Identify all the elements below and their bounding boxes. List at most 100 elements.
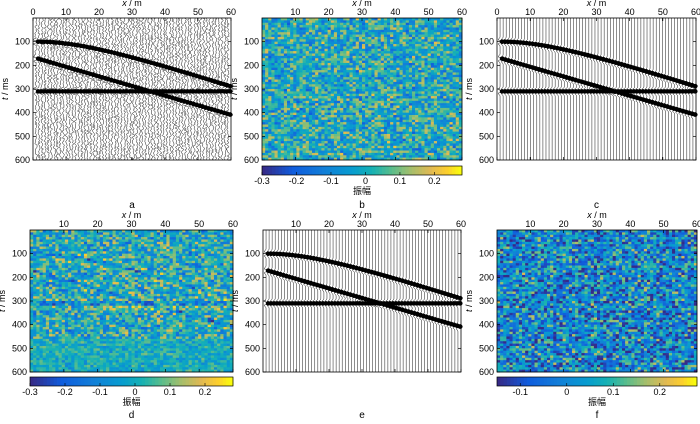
colorbar-tick-label: 0.1 xyxy=(394,176,407,186)
panel-d-xtick-label: 50 xyxy=(194,219,204,229)
panel-a-xtick-label: 0 xyxy=(30,7,35,17)
panel-f-xlabel: x / m xyxy=(586,210,607,220)
panel-c-xtick-label: 60 xyxy=(691,7,700,17)
colorbar-label: 振幅 xyxy=(588,396,606,407)
panel-f-ytick-label: 600 xyxy=(479,367,494,377)
seismic-trace xyxy=(181,17,192,161)
panel-d-ytick-label: 600 xyxy=(12,367,27,377)
panel-a-ytick-label: 200 xyxy=(15,60,30,70)
colorbar-label: 振幅 xyxy=(122,396,140,407)
panel-c-xtick-label: 0 xyxy=(494,7,499,17)
colorbar-tick-label: 0 xyxy=(132,387,137,397)
seismic-trace xyxy=(169,17,179,161)
panel-a-xtick-label: 10 xyxy=(61,7,71,17)
panel-c-wiggle-traces xyxy=(497,18,699,160)
panel-b-ytick-label: 600 xyxy=(244,155,259,165)
seismic-trace xyxy=(208,17,218,161)
seismic-trace xyxy=(612,18,624,160)
panel-e-ytick-label: 300 xyxy=(245,296,260,306)
panel-b-xtick-label: 40 xyxy=(390,7,400,17)
seismic-trace xyxy=(66,17,76,161)
seismic-trace xyxy=(147,17,161,161)
panel-e-xtick-label: 50 xyxy=(423,219,433,229)
colorbar-label: 振幅 xyxy=(353,185,371,196)
seismic-trace xyxy=(196,17,206,161)
event-lobe xyxy=(457,295,463,301)
seismic-trace xyxy=(93,17,102,161)
panel-f-ytick-label: 300 xyxy=(479,296,494,306)
panel-f-xtick-label: 10 xyxy=(525,219,535,229)
seismic-trace xyxy=(378,230,389,372)
seismic-trace xyxy=(72,17,82,161)
seismic-trace xyxy=(217,17,228,161)
panel-e-ytick-label: 400 xyxy=(245,320,260,330)
panel-e-caption: e xyxy=(359,410,365,421)
seismic-trace xyxy=(140,17,154,161)
panel-f-caption: f xyxy=(596,410,599,421)
colorbar-tick-label: -0.1 xyxy=(323,176,339,186)
panel-e-xlabel: x / m xyxy=(351,210,372,220)
panel-e-ytick-label: 600 xyxy=(245,367,260,377)
panel-b-xtick-label: 60 xyxy=(457,7,467,17)
seismic-trace xyxy=(154,17,164,161)
panel-f-xtick-label: 20 xyxy=(559,219,569,229)
panel-c-xtick-label: 10 xyxy=(525,7,535,17)
panel-b-xtick-label: 50 xyxy=(424,7,434,17)
panel-d-xtick-label: 10 xyxy=(59,219,69,229)
panel-b-colorbar: -0.3 -0.2 -0.1 0 0.1 0.2 振幅 xyxy=(254,165,463,196)
seismic-trace xyxy=(212,17,222,161)
panel-b-ytick-label: 400 xyxy=(244,108,259,118)
seismic-trace xyxy=(132,17,142,161)
seismic-trace xyxy=(187,17,197,161)
seismic-trace xyxy=(684,18,693,160)
panel-c-ylabel: t / ms xyxy=(464,77,474,100)
panel-f-xtick-label: 40 xyxy=(625,219,635,229)
seismic-trace xyxy=(143,17,159,161)
panel-f-xtick-label: 60 xyxy=(692,219,700,229)
panel-a-ytick-label: 500 xyxy=(15,131,30,141)
panel-a-xtick-label: 30 xyxy=(127,7,137,17)
seismic-trace xyxy=(190,17,200,161)
seismic-trace xyxy=(159,17,170,161)
seismic-trace xyxy=(354,230,363,372)
panel-d-xtick-label: 40 xyxy=(160,219,170,229)
seismic-trace xyxy=(125,17,136,161)
colorbar-tick-label: 0.2 xyxy=(428,176,441,186)
seismic-trace xyxy=(86,17,98,161)
panel-f-ytick-label: 200 xyxy=(479,272,494,282)
seismic-trace xyxy=(176,17,186,161)
colorbar-tick-label: 0 xyxy=(363,176,368,186)
panel-c-ytick-label: 400 xyxy=(479,108,494,118)
panel-f-ytick-label: 400 xyxy=(479,320,494,330)
panel-a-ytick-label: 600 xyxy=(15,155,30,165)
panel-e-xtick-label: 60 xyxy=(456,219,466,229)
colorbar-tick-label: -0.3 xyxy=(22,387,38,397)
panel-a-ytick-label: 100 xyxy=(15,37,30,47)
seismic-trace xyxy=(90,17,100,161)
seismic-trace xyxy=(105,17,116,161)
panel-b-xtick-label: 10 xyxy=(290,7,300,17)
seismic-trace xyxy=(193,17,204,161)
panel-f-colorbar: -0.1 0 0.1 0.2 振幅 xyxy=(496,376,698,407)
panel-b-ytick-label: 200 xyxy=(244,60,259,70)
colorbar-tick-label: -0.1 xyxy=(92,387,108,397)
panel-f-xtick-label: 30 xyxy=(592,219,602,229)
panel-a-ylabel: t / ms xyxy=(0,77,10,100)
event-lobe xyxy=(692,83,698,89)
panel-d-xtick-label: 60 xyxy=(228,219,238,229)
panel-c-ytick-label: 100 xyxy=(479,37,494,47)
panel-f-ytick-label: 100 xyxy=(479,249,494,259)
panel-f-xtick-label: 50 xyxy=(659,219,669,229)
panel-e-ytick-label: 200 xyxy=(245,272,260,282)
panel-d-ytick-label: 400 xyxy=(12,320,27,330)
colorbar-tick-label: -0.2 xyxy=(57,387,73,397)
colorbar-tick-label: -0.3 xyxy=(254,176,270,186)
panel-b-ylabel: t / ms xyxy=(229,77,239,100)
panel-a-xtick-label: 20 xyxy=(94,7,104,17)
seismic-trace xyxy=(57,17,67,161)
panel-a-xtick-label: 60 xyxy=(226,7,236,17)
seismic-trace xyxy=(108,17,119,161)
panel-d-heatmap xyxy=(30,230,234,373)
seismic-trace xyxy=(84,17,93,161)
